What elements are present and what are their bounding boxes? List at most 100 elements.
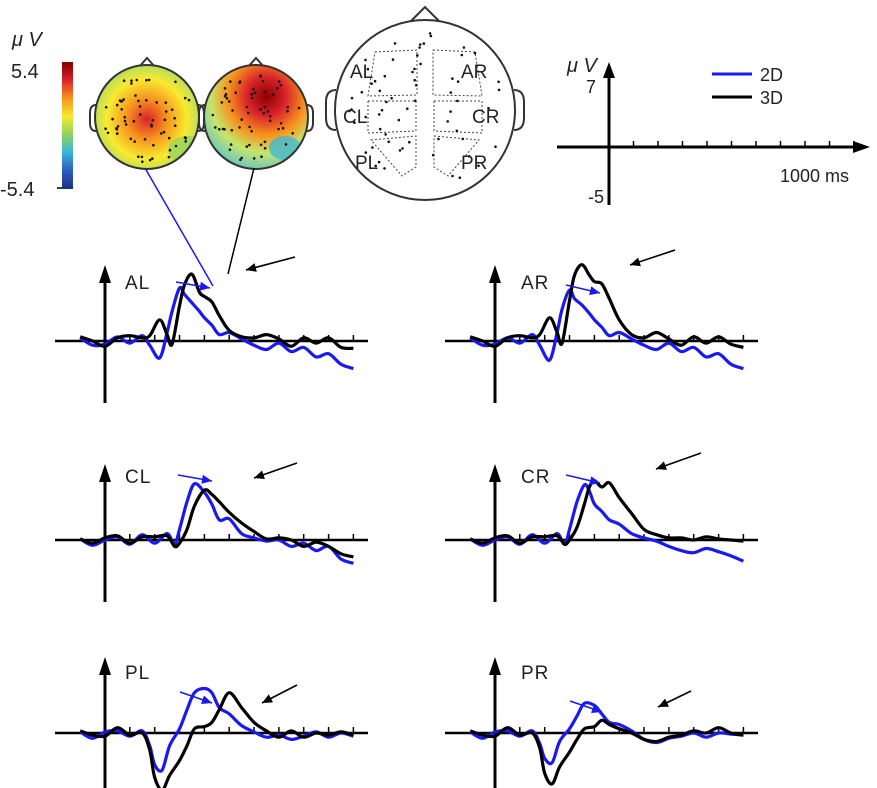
scale-x-arrow-icon: [853, 141, 870, 153]
region-label-ar: AR: [461, 62, 487, 83]
electrode-dot: [248, 125, 251, 129]
electrode-dot: [184, 140, 187, 143]
scale-y-arrow-icon: [603, 62, 615, 78]
electrode-dot: [122, 79, 126, 82]
electrode-dot: [259, 108, 263, 111]
y-axis-arrow-icon: [489, 464, 501, 482]
colorbar: μ V 5.4 -5.4: [0, 29, 73, 201]
series-3d-ar: [469, 263, 744, 349]
connector-2d: [144, 167, 214, 287]
region-box-cl: [367, 100, 417, 134]
electrode-dot: [211, 113, 215, 117]
electrode-dot: [284, 143, 288, 146]
electrode-dot: [230, 128, 234, 132]
scale-x-label: 1000 ms: [780, 166, 849, 186]
series-2d-cl: [79, 481, 354, 565]
electrode-dot: [135, 78, 139, 82]
region-box-ar: [432, 49, 483, 97]
topomap-2d: [89, 56, 205, 170]
electrode-dot: [138, 105, 142, 108]
peak-arrow-2d-icon: [591, 704, 602, 713]
electrode-dot: [428, 32, 432, 35]
region-box-cr: [433, 100, 483, 134]
region-label-cl: CL: [343, 107, 367, 128]
electrode-dot: [123, 115, 126, 119]
electrode-dot: [250, 96, 254, 100]
panel-label-pr: PR: [521, 663, 549, 684]
electrode-dot: [451, 77, 454, 80]
electrode-dot: [261, 79, 265, 83]
peak-arrow-2d-icon: [199, 281, 210, 291]
electrode-dot: [414, 99, 417, 102]
electrode-dot: [374, 164, 378, 168]
electrode-dot: [253, 91, 257, 95]
series-3d-pl: [79, 691, 354, 788]
electrode-dot: [173, 124, 177, 127]
electrode-dot: [348, 109, 351, 113]
peak-arrow-3d-icon: [630, 257, 641, 267]
electrode-dot: [263, 90, 267, 93]
electrode-dot: [353, 121, 356, 124]
electrodes-region: [348, 32, 501, 179]
electrode-dot: [364, 151, 368, 154]
electrode-dot: [383, 167, 386, 170]
electrode-dot: [240, 156, 243, 160]
electrode-dot: [259, 143, 263, 147]
peak-arrow-3d-icon: [254, 470, 265, 479]
electrode-dot: [422, 42, 426, 45]
electrode-dot: [160, 132, 163, 135]
electrode-dot: [148, 158, 152, 162]
electrode-dot: [248, 143, 251, 147]
electrode-dot: [378, 127, 382, 131]
electrode-dot: [378, 89, 382, 93]
electrode-dot: [449, 110, 452, 113]
electrode-dot: [431, 153, 435, 157]
electrode-dot: [350, 96, 354, 100]
electrode-dot: [456, 80, 460, 83]
electrode-dot: [120, 108, 123, 111]
electrode-dot: [387, 140, 391, 144]
electrode-dot: [497, 80, 500, 84]
electrode-dot: [130, 82, 133, 85]
electrode-dot: [152, 143, 155, 147]
electrodes-3d: [211, 74, 301, 162]
electrode-dot: [247, 111, 250, 115]
electrode-dot: [281, 126, 285, 130]
electrode-dot: [183, 96, 187, 100]
electrode-dot: [260, 155, 263, 158]
region-headmap: AL AR CL CR PL PR: [325, 5, 525, 201]
electrode-dot: [162, 130, 166, 134]
scale-ticks: [632, 141, 855, 147]
scale-axes: μ V 7 -5 1000 ms: [557, 55, 870, 207]
electrode-dot: [456, 99, 459, 103]
scale-y-min-label: -5: [588, 187, 604, 207]
electrode-dot: [167, 136, 171, 140]
electrode-dot: [173, 116, 176, 120]
electrode-dot: [461, 137, 465, 141]
electrode-dot: [286, 106, 290, 109]
electrode-dot: [115, 132, 119, 135]
erp-panel-ar: AR: [445, 249, 758, 403]
erp-panel-cl: CL: [55, 462, 368, 602]
peak-arrow-2d-icon: [201, 695, 212, 704]
electrode-dot: [408, 140, 411, 144]
electrode-dot: [416, 54, 419, 57]
erp-panels: AL AR CL CR PL PR: [55, 249, 758, 788]
electrode-dot: [168, 148, 172, 152]
electrode-dot: [350, 108, 353, 111]
electrode-dot: [384, 133, 387, 136]
electrode-dot: [413, 67, 416, 71]
electrode-dot: [437, 137, 440, 141]
electrode-dot: [174, 144, 178, 148]
nose-2d: [138, 56, 156, 68]
peak-arrow-2d-icon: [201, 474, 212, 484]
electrode-dot: [139, 113, 142, 116]
electrode-dot: [398, 149, 402, 152]
electrode-dot: [224, 92, 228, 96]
electrode-dot: [164, 110, 168, 113]
colorbar-min-label: -5.4: [0, 179, 34, 201]
ear-left-region: [325, 89, 337, 131]
electrode-dot: [279, 83, 283, 87]
series-2d-cr: [469, 482, 745, 563]
